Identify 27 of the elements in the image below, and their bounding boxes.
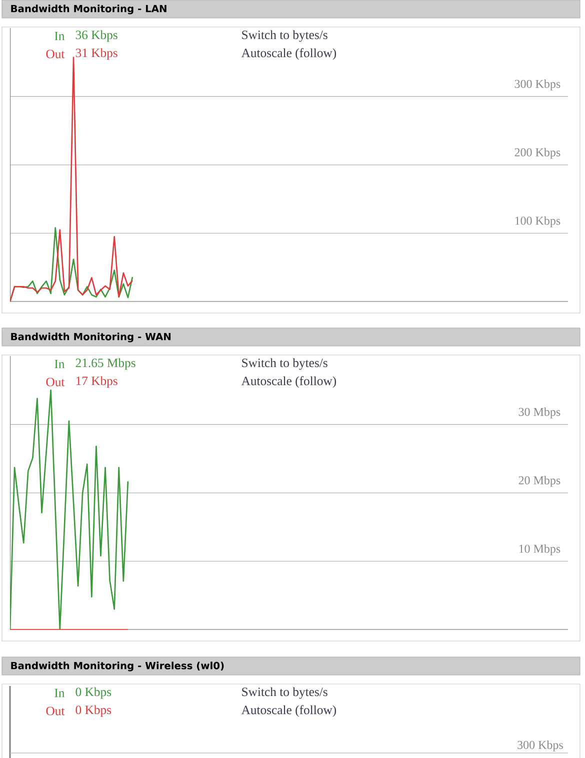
annotation: Switch to bytes/s	[242, 30, 328, 42]
annotation: Autoscale (follow)	[241, 376, 336, 388]
text: 0 Kbps	[76, 705, 112, 717]
chart-title: Bandwidth Monitoring - LAN	[11, 4, 166, 14]
annotation: Switch to bytes/s	[242, 358, 328, 370]
y-tick-label: 20 Mbps	[518, 476, 560, 487]
series-label: In	[54, 360, 65, 368]
annotation: 36 Kbps	[76, 30, 118, 42]
text: Out	[46, 378, 65, 386]
legend-label: In	[54, 688, 65, 698]
annotation: 21.65 Mbps	[76, 358, 136, 370]
y-tick-label: 10 Mbps	[519, 544, 560, 556]
chart-title: Bandwidth Monitoring - WAN	[11, 332, 171, 342]
text: Autoscale (follow)	[241, 705, 336, 717]
text: Switch to bytes/s	[242, 687, 328, 699]
y-tick-label: 30 Mbps	[518, 408, 560, 418]
y-tick-label: 100 Kbps	[515, 216, 560, 228]
legend-label: Out	[46, 706, 65, 716]
series-label: Out	[46, 50, 65, 58]
text: 0 Kbps	[76, 687, 112, 699]
y-tick-label: 200 Kbps	[514, 148, 560, 159]
text: Bandwidth Monitoring - Wireless (wl0)	[11, 662, 224, 672]
annotation: Autoscale (follow)	[241, 48, 336, 60]
y-tick-label: 300 Kbps	[514, 80, 560, 90]
annotation: 31 Kbps	[76, 48, 118, 60]
text: In	[54, 32, 65, 40]
annotation: 17 Kbps	[76, 376, 118, 388]
